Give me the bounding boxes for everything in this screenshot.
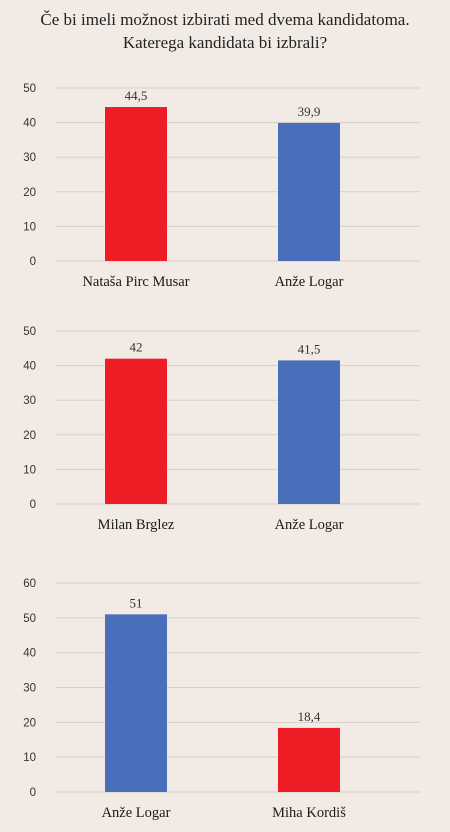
y-tick-label: 10 (23, 221, 36, 233)
bar (278, 727, 340, 792)
y-tick-label: 20 (23, 430, 36, 442)
bar-chart-3: 0 10 20 30 40 50 60 51 Anže Logar 18,4 Miha Kordiš (23, 578, 420, 821)
category-label: Anže Logar (102, 805, 171, 821)
y-tick-label: 20 (23, 187, 36, 199)
y-tick-label: 30 (23, 395, 36, 407)
category-label: Miha Kordiš (272, 805, 346, 821)
y-tick-label: 50 (23, 326, 36, 338)
data-label: 39,9 (298, 104, 321, 119)
y-tick-label: 0 (30, 787, 36, 799)
chart-title: Če bi imeli možnost izbirati med dvema k… (0, 8, 450, 54)
y-tick-label: 20 (23, 717, 36, 729)
y-tick-label: 30 (23, 683, 36, 695)
y-tick-label: 50 (23, 613, 36, 625)
data-label: 42 (130, 340, 143, 355)
data-label: 41,5 (298, 341, 321, 356)
y-tick-label: 0 (30, 499, 36, 511)
bar (105, 107, 167, 261)
bar-chart-1: 0 10 20 30 40 50 44,5 Nataša Pirc Musar 39,9 Anže… (23, 83, 420, 290)
bar (278, 122, 340, 261)
y-tick-label: 0 (30, 256, 36, 268)
category-label: Anže Logar (275, 274, 344, 290)
category-label: Nataša Pirc Musar (82, 274, 189, 290)
data-label: 44,5 (125, 88, 148, 103)
bar (105, 358, 167, 504)
title-line-2: Katerega kandidata bi izbrali? (122, 33, 328, 52)
y-tick-label: 60 (23, 578, 36, 590)
y-tick-label: 10 (23, 464, 36, 476)
y-tick-label: 40 (23, 648, 36, 660)
title-line-1: Če bi imeli možnost izbirati med dvema k… (40, 10, 410, 29)
y-tick-label: 50 (23, 83, 36, 95)
data-label: 51 (130, 595, 143, 610)
category-label: Milan Brglez (98, 517, 175, 533)
y-tick-label: 10 (23, 752, 36, 764)
y-tick-label: 40 (23, 361, 36, 373)
data-label: 18,4 (298, 709, 321, 724)
bar-chart-2: 0 10 20 30 40 50 42 Milan Brglez 41,5 Anže Logar (23, 326, 420, 533)
y-tick-label: 30 (23, 152, 36, 164)
bar (278, 360, 340, 504)
category-label: Anže Logar (275, 517, 344, 533)
y-tick-label: 40 (23, 118, 36, 130)
bar (105, 614, 167, 792)
